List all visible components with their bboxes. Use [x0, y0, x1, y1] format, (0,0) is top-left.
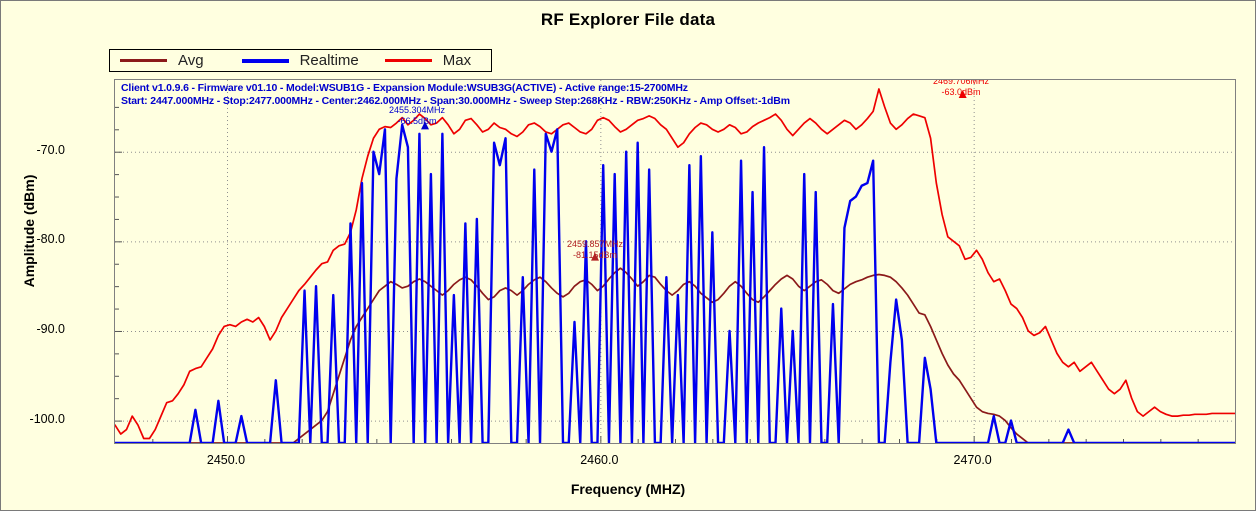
series-avg [115, 267, 1235, 443]
device-info-text: Client v1.0.9.6 - Firmware v01.10 - Mode… [121, 82, 790, 107]
series-layer [115, 88, 1235, 443]
legend-item-realtime[interactable]: Realtime [241, 52, 369, 69]
marker-arrow-max-peak [958, 89, 967, 98]
legend-label-max: Max [442, 52, 472, 69]
y-tick-label: -90.0 [36, 321, 66, 336]
x-axis-title: Frequency (MHZ) [570, 481, 686, 497]
legend-swatch-max [384, 59, 432, 62]
grid-layer [115, 80, 1235, 443]
y-tick-label: -70.0 [36, 142, 66, 157]
page-title: RF Explorer File data [540, 10, 716, 29]
series-max [115, 88, 1235, 440]
chart-legend: Avg Realtime Max [109, 49, 492, 72]
legend-label-realtime: Realtime [299, 52, 359, 69]
legend-item-max[interactable]: Max [384, 52, 481, 69]
info-line-1: Client v1.0.9.6 - Firmware v01.10 - Mode… [121, 82, 688, 94]
info-line-2: Start: 2447.000MHz - Stop:2477.000MHz - … [121, 94, 790, 107]
x-tick-label: 2470.0 [953, 453, 992, 467]
legend-label-avg: Avg [178, 52, 204, 69]
marker-arrow-realtime-peak [421, 121, 430, 130]
x-tick-label: 2450.0 [206, 453, 246, 467]
y-tick-label: -80.0 [36, 232, 66, 247]
legend-swatch-avg [120, 59, 167, 62]
legend-swatch-realtime [241, 58, 289, 63]
legend-item-avg[interactable]: Avg [120, 52, 214, 69]
spectrum-plot [115, 80, 1235, 443]
plot-area: Client v1.0.9.6 - Firmware v01.10 - Mode… [114, 79, 1236, 444]
y-tick-label: -100.0 [29, 411, 65, 426]
x-tick-label: 2460.0 [580, 453, 619, 467]
series-realtime [115, 123, 1235, 443]
marker-arrow-avg-center [590, 252, 599, 261]
